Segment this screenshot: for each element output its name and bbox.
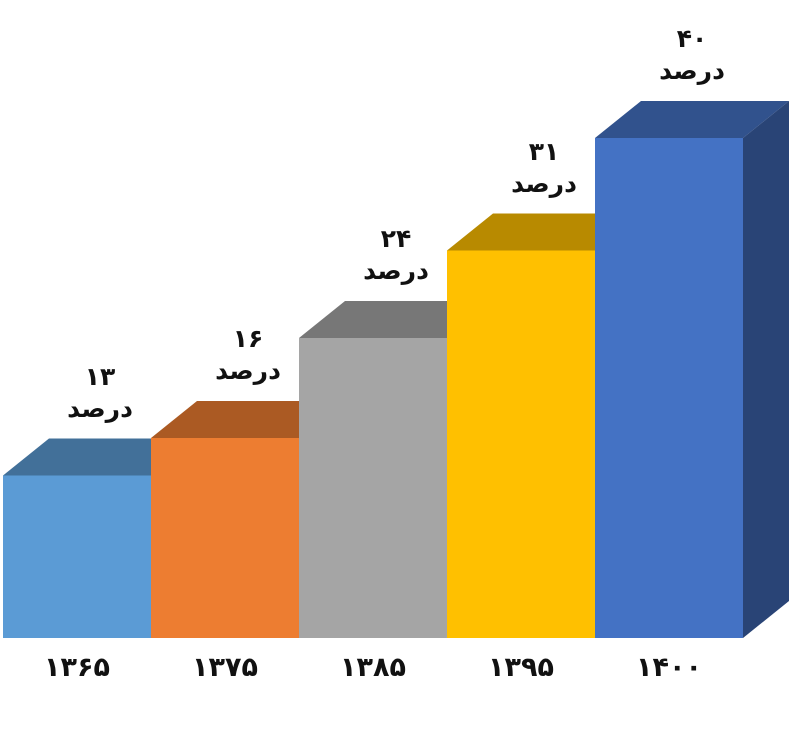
bar-side [743, 101, 789, 638]
x-tick-label: ۱۳۸۵ [340, 652, 406, 683]
x-tick-label: ۱۳۹۵ [488, 652, 554, 683]
bar-top [595, 101, 789, 138]
bar [299, 338, 447, 638]
bar-top [299, 301, 493, 338]
x-tick-label: ۱۳۷۵ [192, 652, 258, 683]
bar-top [3, 438, 197, 476]
value-label: ۳۱ درصد [511, 136, 577, 198]
bar [3, 475, 151, 638]
x-tick-label: ۱۳۶۵ [44, 652, 110, 683]
value-label: ۱۶ درصد [215, 324, 281, 385]
value-label: ۲۴ درصد [363, 224, 429, 285]
bar-top [447, 213, 641, 251]
bar [151, 438, 299, 638]
value-label: ۱۳ درصد [67, 361, 133, 423]
bar [595, 138, 743, 638]
bar [447, 250, 595, 638]
x-tick-label: ۱۴۰۰ [636, 652, 702, 683]
value-label: ۴۰ درصد [659, 24, 725, 85]
bar-top [151, 401, 345, 438]
